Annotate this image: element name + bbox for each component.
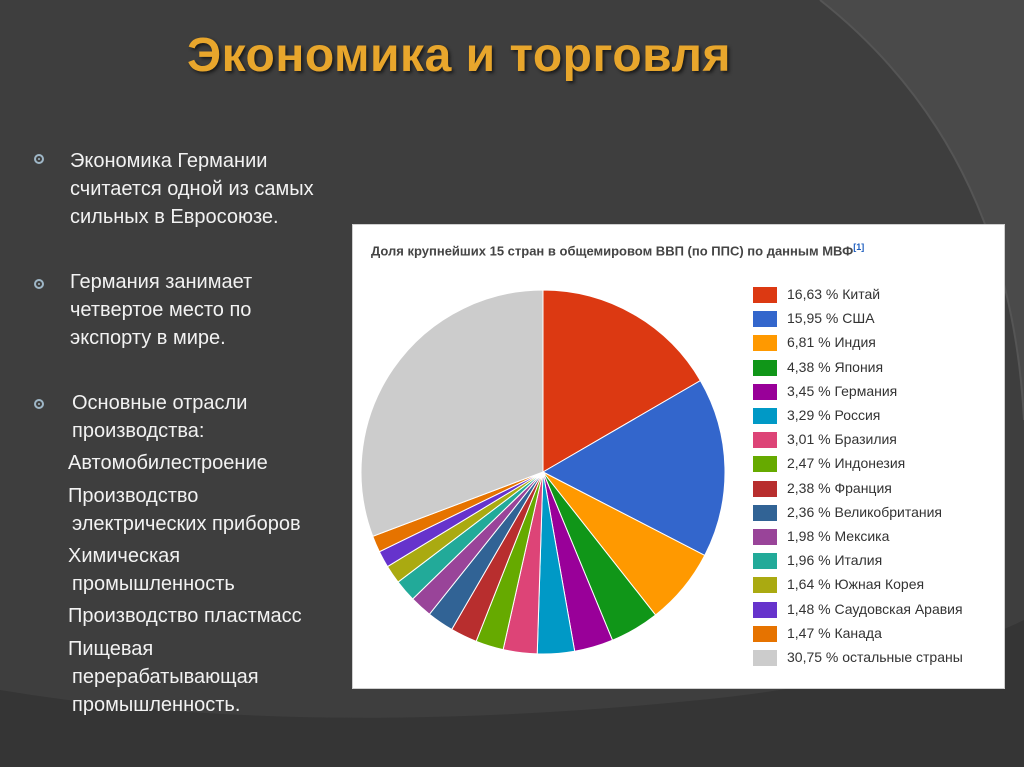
industry-1-line-1: Автомобилестроение bbox=[68, 452, 268, 474]
bullet-3-line-1: Основные отрасли bbox=[72, 392, 248, 414]
bullet-3-line-2: производства: bbox=[72, 420, 205, 442]
pie-slice-0[interactable] bbox=[542, 289, 702, 473]
legend-label: 3,45 % Германия bbox=[787, 382, 898, 399]
legend-label: 1,48 % Саудовская Аравия bbox=[787, 600, 963, 617]
legend-swatch bbox=[753, 529, 777, 545]
pie-slice-15[interactable] bbox=[360, 289, 544, 537]
legend-label: 4,38 % Япония bbox=[787, 358, 884, 375]
legend-label: 2,47 % Индонезия bbox=[787, 455, 906, 472]
legend-label: 3,01 % Бразилия bbox=[787, 431, 897, 448]
legend-label: 1,47 % Канада bbox=[787, 624, 882, 641]
industry-4: Производство пластмасс bbox=[68, 602, 302, 630]
legend-swatch bbox=[753, 650, 777, 666]
bullet-2-line-1: Германия занимает bbox=[70, 271, 253, 293]
legend-label: 2,36 % Великобритания bbox=[787, 503, 942, 520]
chart-title-reference[interactable]: [1] bbox=[853, 242, 865, 252]
legend-swatch bbox=[753, 359, 777, 376]
legend-swatch bbox=[753, 456, 777, 473]
legend-swatch bbox=[753, 408, 777, 424]
legend-label: 1,64 % Южная Корея bbox=[787, 576, 925, 593]
legend-swatch bbox=[753, 432, 777, 449]
legend-swatch bbox=[753, 553, 777, 570]
legend-label: 6,81 % Индия bbox=[787, 334, 876, 351]
bullet-2-line-2: четвертое место по bbox=[70, 299, 252, 321]
bullet-icon bbox=[34, 279, 44, 289]
bullet-1-line-1: Экономика Германии bbox=[70, 150, 268, 172]
legend-swatch bbox=[753, 577, 777, 594]
legend-label: 16,63 % Китай bbox=[787, 286, 881, 302]
legend-swatch bbox=[753, 287, 777, 303]
legend-label: 1,98 % Мексика bbox=[787, 528, 890, 544]
legend-swatch bbox=[753, 480, 777, 497]
industry-5: Пищевая перерабатывающая промышленность. bbox=[68, 635, 259, 719]
slide-title: Экономика и торговля bbox=[187, 29, 732, 82]
legend-label: 1,96 % Италия bbox=[787, 552, 883, 569]
industry-3: Химическая промышленность bbox=[68, 542, 235, 598]
industry-5-line-2: перерабатывающая bbox=[72, 666, 259, 688]
bullet-1-line-3: сильных в Евросоюзе. bbox=[70, 206, 279, 228]
chart-title-text: Доля крупнейших 15 стран в общемировом В… bbox=[371, 243, 854, 259]
bullet-icon bbox=[34, 154, 44, 164]
legend-swatch bbox=[753, 335, 777, 352]
bullet-icon bbox=[34, 399, 44, 409]
industry-5-line-1: Пищевая bbox=[68, 638, 154, 660]
legend-swatch bbox=[753, 383, 777, 400]
bullet-3-text: Основные отрасли производства: bbox=[72, 389, 247, 445]
industry-3-line-2: промышленность bbox=[72, 573, 235, 595]
chart-title: Доля крупнейших 15 стран в общемировом В… bbox=[371, 242, 864, 258]
industry-4-line-1: Производство пластмасс bbox=[68, 605, 302, 627]
legend-swatch bbox=[753, 311, 777, 328]
industry-5-line-3: промышленность. bbox=[72, 694, 241, 716]
legend-swatch bbox=[753, 601, 777, 618]
pie-slice-1[interactable] bbox=[541, 379, 726, 557]
industry-2: Производство электрических приборов bbox=[68, 482, 301, 538]
industry-2-line-1: Производство bbox=[68, 485, 199, 507]
legend-swatch bbox=[753, 504, 777, 521]
legend-label: 30,75 % остальные страны bbox=[787, 649, 963, 665]
legend-label: 2,38 % Франция bbox=[787, 479, 892, 496]
bullet-1-text: Экономика Германии считается одной из са… bbox=[70, 147, 314, 231]
industry-3-line-1: Химическая bbox=[68, 545, 181, 567]
gdp-pie-chart: Доля крупнейших 15 стран в общемировом В… bbox=[352, 224, 1005, 689]
pie-plot-area bbox=[360, 289, 726, 655]
bullet-2-text: Германия занимает четвертое место по экс… bbox=[70, 268, 252, 352]
bullet-2-line-3: экспорту в мире. bbox=[70, 327, 226, 349]
legend-swatch bbox=[753, 625, 777, 642]
legend-label: 15,95 % США bbox=[787, 310, 875, 327]
legend-label: 3,29 % Россия bbox=[787, 407, 881, 423]
industry-2-line-2: электрических приборов bbox=[72, 513, 301, 535]
bullet-1-line-2: считается одной из самых bbox=[70, 178, 314, 200]
industry-list: Автомобилестроение bbox=[68, 449, 268, 477]
